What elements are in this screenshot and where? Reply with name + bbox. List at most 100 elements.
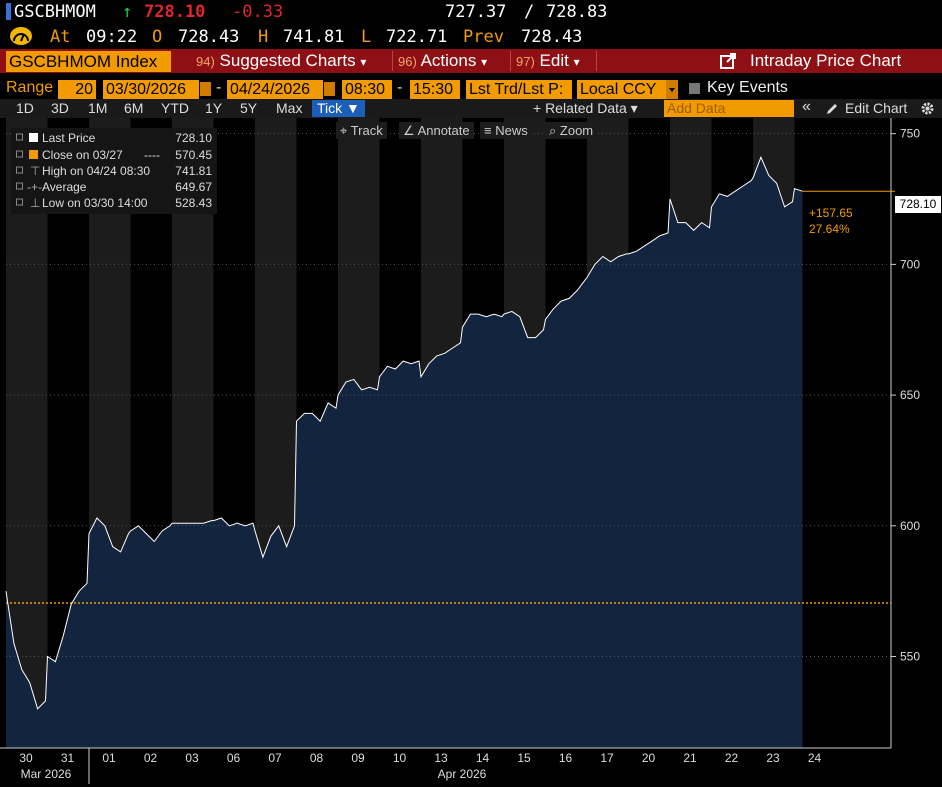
ask-price: 728.83	[546, 2, 608, 22]
x-tick-label: 02	[144, 751, 158, 765]
menu-actions[interactable]: 96) Actions ▾	[398, 49, 487, 73]
x-tick-label: 16	[559, 751, 573, 765]
collapse-icon[interactable]: «	[802, 98, 811, 115]
price-chart[interactable]: 550 600 650 700 750 30 31 01 02 03 06 07 08 09 10 13 14 1…	[0, 118, 942, 787]
legend-value: 649.67	[175, 180, 212, 194]
edit-chart-button[interactable]: Edit Chart	[845, 100, 908, 116]
annotate-tool[interactable]: ∠ Annotate	[399, 122, 474, 139]
timeframe-ytd[interactable]: YTD	[161, 100, 189, 116]
average-marker-icon: -+-	[27, 180, 42, 194]
percent-change: 27.64%	[809, 222, 850, 236]
calendar-icon[interactable]	[324, 82, 335, 96]
y-tick-label: 550	[900, 650, 920, 664]
tool-label: Zoom	[559, 123, 594, 138]
bid-ask-separator: /	[524, 2, 535, 22]
month-label: Mar 2026	[21, 767, 72, 781]
legend-value: 728.10	[175, 131, 212, 145]
tick-selector[interactable]: Tick ▼	[312, 100, 365, 117]
tool-label: Annotate	[417, 123, 470, 138]
legend-label: High on 04/24 08:30	[42, 164, 151, 178]
timeframe-5y[interactable]: 5Y	[240, 100, 258, 116]
high-marker-icon: ⊤	[30, 164, 41, 178]
legend-toggle-column[interactable]	[16, 133, 23, 209]
menu-divider	[392, 51, 393, 71]
legend-label: Close on 03/27	[42, 148, 123, 162]
add-data-input[interactable]: Add Data	[664, 100, 794, 117]
x-tick-label: 20	[642, 751, 656, 765]
x-tick-label: 01	[102, 751, 116, 765]
price-line	[5, 155, 803, 710]
chart-legend[interactable]: Last Price 728.10 Close on 03/27 ---- 57…	[11, 128, 217, 214]
news-tool[interactable]: ≡ News	[480, 122, 532, 139]
x-tick-label: 22	[725, 751, 739, 765]
x-tick-label: 31	[61, 751, 75, 765]
x-tick-label: 03	[185, 751, 199, 765]
speedometer-icon[interactable]	[10, 27, 32, 45]
timeframe-1m[interactable]: 1M	[88, 100, 108, 116]
y-tick-label: 650	[900, 388, 920, 402]
chevron-down-icon[interactable]	[666, 80, 678, 99]
y-tick-label: 750	[900, 127, 920, 141]
prev-value: 728.43	[521, 27, 583, 47]
open-value: 728.43	[178, 27, 240, 47]
gear-icon[interactable]	[920, 101, 935, 121]
menu-edit[interactable]: 97) Edit ▾	[516, 49, 580, 73]
end-time-field[interactable]: 15:30	[410, 80, 460, 99]
low-marker-icon: ⊥	[30, 196, 41, 210]
timeframe-3d[interactable]: 3D	[51, 100, 69, 116]
chevron-down-icon: ▾	[360, 55, 367, 69]
legend-value: 570.45	[175, 148, 212, 162]
pencil-icon: ∠	[403, 123, 415, 138]
crosshair-icon: ⌖	[340, 123, 348, 138]
quote-time: 09:22	[86, 27, 138, 47]
related-data-menu[interactable]: + Related Data ▾	[533, 100, 638, 116]
pencil-icon[interactable]	[826, 102, 839, 120]
zoom-tool[interactable]: ⌕ Zoom	[545, 122, 598, 139]
x-tick-label: 10	[393, 751, 407, 765]
x-tick-label: 08	[310, 751, 324, 765]
time-dash: -	[397, 79, 403, 96]
popout-icon[interactable]	[719, 52, 737, 75]
currency-selector[interactable]: Local CCY	[577, 80, 669, 99]
security-field[interactable]: GSCBHMOM Index	[6, 51, 171, 72]
chart-title: Intraday Price Chart	[750, 51, 902, 70]
legend-dash: ----	[144, 148, 160, 162]
x-tick-label: 21	[683, 751, 697, 765]
range-period-field[interactable]: 20	[58, 80, 96, 99]
legend-value: 528.43	[175, 196, 212, 210]
calendar-icon[interactable]	[200, 82, 211, 96]
key-events-label: Key Events	[707, 79, 788, 96]
track-tool[interactable]: ⌖ Track	[336, 122, 387, 139]
start-date-field[interactable]: 03/30/2026	[103, 80, 199, 99]
menu-number: 94)	[196, 54, 215, 69]
zoom-icon: ⌕	[549, 123, 557, 138]
menu-number: 96)	[398, 54, 417, 69]
x-tick-label: 14	[476, 751, 490, 765]
absolute-change: +157.65	[809, 206, 853, 220]
orange-square-marker	[29, 150, 38, 159]
bid-price: 727.37	[445, 2, 507, 22]
timeframe-max[interactable]: Max	[276, 100, 303, 116]
field-selector[interactable]: Lst Trd/Lst P:	[466, 80, 572, 99]
ticker-symbol[interactable]: GSCBHMOM	[14, 2, 96, 22]
quote-line: GSCBHMOM ↑ 728.10 -0.33 727.37 / 728.83	[0, 0, 942, 24]
y-tick-label: 700	[900, 257, 920, 271]
menu-label: Suggested Charts	[219, 51, 356, 70]
x-tick-label: 06	[227, 751, 241, 765]
menu-divider	[510, 51, 511, 71]
start-time-field[interactable]: 08:30	[342, 80, 392, 99]
legend-label: Average	[42, 180, 87, 194]
price-area	[6, 157, 803, 748]
menu-suggested-charts[interactable]: 94) Suggested Charts ▾	[196, 49, 366, 73]
menu-label: Edit	[539, 51, 569, 70]
month-label: Apr 2026	[438, 767, 487, 781]
x-tick-label: 13	[434, 751, 448, 765]
x-tick-label: 15	[517, 751, 531, 765]
x-tick-label: 30	[19, 751, 33, 765]
timeframe-1y[interactable]: 1Y	[205, 100, 223, 116]
timeframe-6m[interactable]: 6M	[124, 100, 144, 116]
chevron-down-icon: ▾	[481, 55, 488, 69]
key-events-checkbox[interactable]	[689, 83, 700, 94]
timeframe-1d[interactable]: 1D	[16, 100, 34, 116]
end-date-field[interactable]: 04/24/2026	[227, 80, 323, 99]
